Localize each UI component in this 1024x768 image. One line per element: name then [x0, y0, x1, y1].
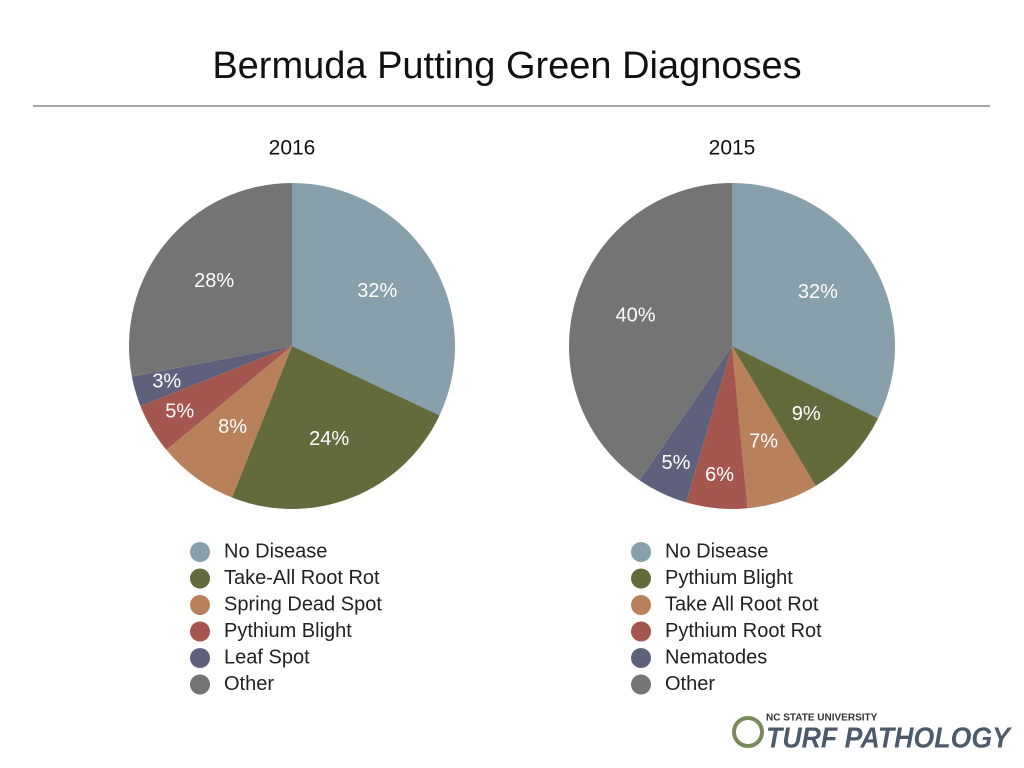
- legend-swatch: [631, 542, 651, 562]
- pie-slice: [140, 346, 292, 450]
- slice-label: 32%: [798, 281, 838, 303]
- slice-label: 28%: [194, 270, 234, 292]
- legend-swatch: [190, 648, 210, 668]
- slide-title: Bermuda Putting Green Diagnoses: [212, 45, 801, 87]
- legend-label: Other: [224, 673, 274, 695]
- pie-slice: [231, 346, 440, 509]
- pie-slice: [569, 183, 732, 481]
- legend-label: Take-All Root Rot: [224, 567, 380, 589]
- legend-label: Other: [665, 673, 715, 695]
- slice-label: 3%: [152, 371, 181, 393]
- slice-label: 32%: [357, 280, 397, 302]
- legend-label: Pythium Blight: [224, 620, 352, 642]
- slice-label: 5%: [165, 401, 194, 423]
- legend-label: No Disease: [665, 540, 768, 562]
- pie-slice: [686, 346, 748, 509]
- pie-slice: [639, 346, 732, 503]
- legend-label: Take All Root Rot: [665, 593, 819, 615]
- logo-university: NC STATE UNIVERSITY: [766, 713, 878, 724]
- pie-slice: [129, 183, 292, 377]
- legend-swatch: [631, 648, 651, 668]
- legend-swatch: [190, 568, 210, 589]
- pie-slice: [732, 183, 895, 419]
- slice-label: 40%: [615, 304, 655, 326]
- slice-label: 9%: [792, 403, 821, 425]
- slice-label: 8%: [218, 416, 247, 438]
- pie-slice: [292, 183, 455, 416]
- legend-label: Pythium Blight: [665, 567, 793, 589]
- legend-swatch: [190, 595, 210, 615]
- legend-swatch: [190, 621, 210, 642]
- chart-title: 2016: [269, 137, 316, 160]
- legend-swatch: [631, 674, 651, 695]
- pie-slice: [732, 346, 816, 509]
- pie-slice: [166, 346, 292, 498]
- legend-swatch: [190, 542, 210, 562]
- legend-swatch: [190, 674, 210, 695]
- logo-turf-pathology: TURF PATHOLOGY: [766, 723, 1012, 755]
- pie-slice: [131, 346, 292, 407]
- slice-label: 6%: [705, 464, 734, 486]
- legend-swatch: [631, 595, 651, 615]
- legend-label: Pythium Root Rot: [665, 620, 822, 642]
- legend-swatch: [631, 568, 651, 589]
- slice-label: 5%: [662, 452, 691, 474]
- slice-label: 7%: [749, 430, 778, 452]
- legend-label: Leaf Spot: [224, 646, 310, 668]
- logo-icon: [732, 716, 764, 748]
- chart-title: 2015: [709, 137, 756, 160]
- logo: NC STATE UNIVERSITY TURF PATHOLOGY: [732, 713, 1012, 755]
- slice-label: 24%: [309, 428, 349, 450]
- legend-label: Spring Dead Spot: [224, 593, 382, 615]
- legend-label: Nematodes: [665, 646, 767, 668]
- legend-label: No Disease: [224, 540, 327, 562]
- legend-swatch: [631, 621, 651, 642]
- pie-slice: [732, 346, 879, 486]
